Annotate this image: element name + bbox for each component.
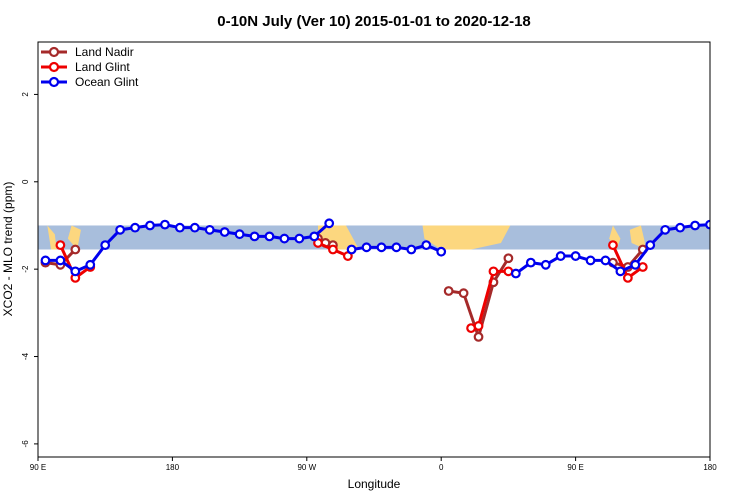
land-shape: [422, 225, 511, 250]
data-point-ocean-glint: [630, 259, 641, 270]
legend-label: Land Glint: [75, 60, 130, 74]
data-point-ocean-glint: [70, 266, 81, 277]
data-point-ocean-glint: [525, 257, 536, 268]
legend-label: Ocean Glint: [75, 75, 139, 89]
data-point-ocean-glint: [570, 251, 581, 261]
x-tick-label: 180: [166, 463, 180, 472]
data-point-ocean-glint: [346, 244, 357, 255]
data-point-ocean-glint: [540, 259, 551, 270]
y-axis: 2 0 -2 -4 -6: [21, 92, 38, 448]
data-point-ocean-glint: [40, 255, 51, 266]
data-point-ocean-glint: [219, 227, 230, 237]
data-point-ocean-glint: [510, 268, 521, 279]
chart-title: 0-10N July (Ver 10) 2015-01-01 to 2020-1…: [217, 13, 531, 30]
x-axis-label: Longitude: [348, 477, 401, 491]
data-point-ocean-glint: [279, 233, 290, 244]
y-tick-label: -2: [21, 265, 30, 273]
data-point-ocean-glint: [421, 240, 432, 251]
data-point-land-glint: [608, 240, 618, 251]
data-point-ocean-glint: [115, 224, 126, 235]
data-point-ocean-glint: [705, 219, 710, 230]
data-point-land-nadir: [70, 244, 81, 255]
data-point-ocean-glint: [406, 244, 417, 255]
data-point-ocean-glint: [376, 242, 387, 253]
x-tick-label: 180: [703, 463, 717, 472]
y-tick-label: 0: [21, 179, 30, 184]
legend-swatch-marker: [48, 76, 60, 88]
y-tick-label: -6: [21, 440, 30, 448]
data-point-ocean-glint: [145, 220, 155, 231]
data-point-land-nadir: [458, 288, 469, 299]
series-land-nadir: [40, 233, 648, 342]
data-point-ocean-glint: [324, 218, 335, 229]
data-point-ocean-glint: [436, 246, 447, 257]
data-point-ocean-glint: [189, 222, 200, 233]
data-point-ocean-glint: [85, 259, 96, 270]
data-point-ocean-glint: [555, 251, 566, 261]
land-shape: [609, 225, 621, 250]
data-point-ocean-glint: [309, 231, 320, 242]
data-point-ocean-glint: [690, 220, 700, 231]
x-tick-label: 90 E: [567, 463, 583, 472]
data-point-ocean-glint: [234, 229, 245, 240]
y-tick-label: 2: [21, 92, 30, 97]
data-point-ocean-glint: [174, 222, 185, 233]
data-point-ocean-glint: [615, 266, 626, 277]
data-point-ocean-glint: [585, 255, 596, 266]
land-shape: [67, 225, 81, 250]
data-point-ocean-glint: [660, 224, 671, 235]
y-tick-label: -4: [21, 352, 30, 360]
data-point-land-glint: [328, 244, 338, 255]
data-point-land-glint: [622, 272, 633, 283]
data-point-ocean-glint: [249, 231, 260, 242]
data-point-ocean-glint: [130, 222, 140, 233]
x-tick-label: 0: [439, 463, 444, 472]
data-point-land-glint: [488, 266, 499, 277]
x-tick-label: 90 W: [297, 463, 316, 472]
data-point-ocean-glint: [600, 255, 611, 266]
legend-swatch-marker: [48, 61, 60, 73]
data-point-ocean-glint: [55, 255, 66, 266]
land-shape: [47, 225, 57, 250]
data-point-ocean-glint: [100, 240, 111, 251]
x-tick-label: 90 E: [30, 463, 46, 472]
data-point-land-glint: [55, 240, 66, 251]
series-land-glint: [55, 238, 648, 334]
data-point-land-glint: [473, 321, 484, 331]
legend-label: Land Nadir: [75, 45, 134, 59]
data-point-ocean-glint: [645, 240, 656, 251]
legend-swatch-marker: [48, 46, 60, 58]
x-axis: 90 E 180 90 W 0 90 E 180: [30, 457, 717, 472]
data-point-ocean-glint: [160, 219, 170, 230]
data-point-land-nadir: [443, 286, 454, 296]
y-axis-label: XCO2 - MLO trend (ppm): [1, 182, 15, 317]
land-shape: [629, 225, 647, 250]
series-ocean-glint: [40, 218, 710, 279]
plot-frame: [37, 41, 711, 458]
data-point-ocean-glint: [294, 233, 305, 244]
data-point-ocean-glint: [675, 222, 686, 233]
map-band: [38, 225, 710, 250]
data-point-ocean-glint: [264, 231, 275, 242]
data-point-land-nadir: [503, 253, 514, 264]
data-point-ocean-glint: [361, 242, 372, 253]
data-point-land-nadir: [473, 331, 484, 342]
data-point-ocean-glint: [391, 242, 402, 253]
series-layer: [40, 218, 710, 342]
data-point-ocean-glint: [204, 224, 215, 235]
